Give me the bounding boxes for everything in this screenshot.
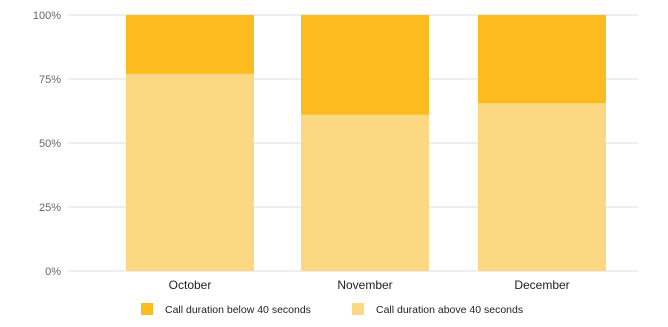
x-category-label: December [514,278,569,292]
legend-label: Call duration below 40 seconds [165,304,311,316]
legend: Call duration below 40 seconds Call durat… [141,303,523,316]
y-tick-label: 25% [39,202,61,214]
bars [126,15,606,271]
bar-segment [478,103,606,271]
y-tick-label: 100% [33,10,61,22]
y-tick-label: 0% [45,266,61,278]
legend-swatch [141,303,153,315]
y-axis: 0% 25% 50% 75% 100% [33,10,61,278]
bar-segment [126,15,254,74]
x-category-label: October [169,278,212,292]
bar-segment [478,15,606,104]
legend-swatch [352,303,364,315]
y-tick-label: 50% [39,138,61,150]
legend-label: Call duration above 40 seconds [376,304,523,316]
x-axis: October November December [169,278,570,292]
x-category-label: November [337,278,392,292]
y-tick-label: 75% [39,74,61,86]
bar-segment [126,73,254,271]
bar-segment [301,15,429,115]
bar-segment [301,114,429,271]
